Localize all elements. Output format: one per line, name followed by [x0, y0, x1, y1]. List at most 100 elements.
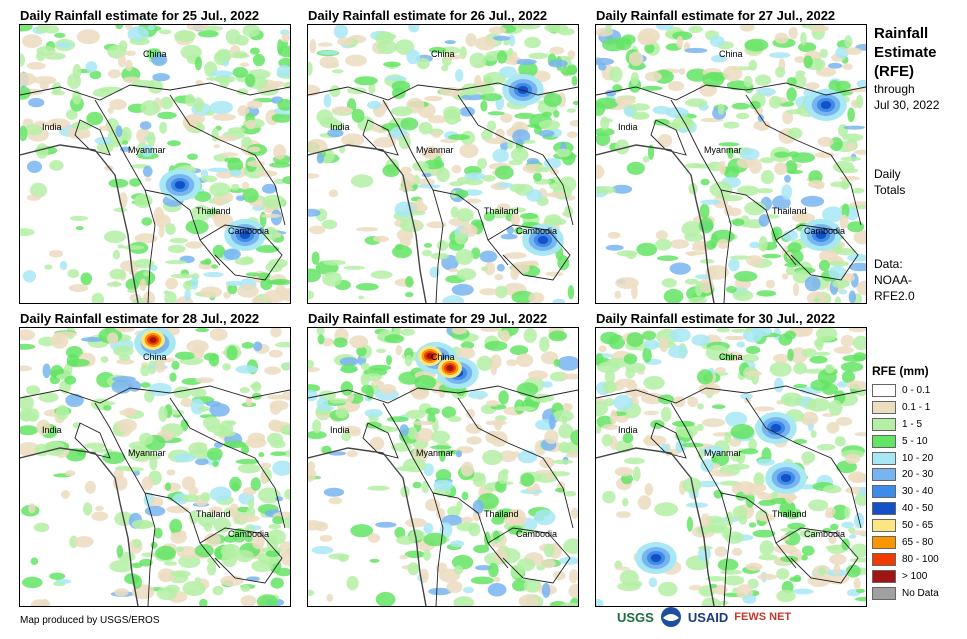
country-border — [650, 422, 687, 459]
rainfall-area — [131, 519, 153, 530]
rainfall-area — [129, 178, 142, 187]
logo-strip: USGS USAID FEWS NET — [617, 606, 791, 628]
rainfall-area — [856, 94, 864, 109]
rainfall-area — [833, 160, 855, 173]
rainfall-area — [722, 65, 743, 82]
rainfall-area — [657, 255, 679, 261]
country-border — [745, 94, 862, 226]
rainfall-area — [250, 525, 262, 530]
rainfall-area — [201, 175, 218, 183]
rainfall-area — [534, 509, 556, 526]
rainfall-area — [742, 594, 757, 604]
rainfall-area — [123, 407, 137, 417]
rainfall-area — [749, 100, 761, 110]
rainfall-area — [317, 334, 325, 345]
rainfall-area — [758, 214, 770, 227]
rainfall-area — [212, 460, 219, 468]
rainfall-area — [76, 29, 101, 45]
rainfall-area — [264, 366, 282, 375]
rainfall-area — [514, 112, 536, 119]
rainfall-area — [167, 244, 186, 254]
rainfall-area — [319, 116, 339, 129]
rainfall-area — [409, 529, 425, 541]
rainfall-area — [308, 61, 313, 76]
rainfall-area — [828, 265, 847, 280]
rainfall-area — [154, 527, 163, 539]
rainfall-area — [563, 538, 578, 555]
rainfall-area — [832, 279, 850, 289]
rainfall-area — [835, 416, 853, 426]
rainfall-area — [659, 337, 669, 353]
rainfall-area — [115, 25, 124, 30]
panel-title-4: Daily Rainfall estimate for 28 Jul., 202… — [20, 311, 260, 326]
rainfall-area — [66, 109, 78, 120]
rainfall-area — [552, 459, 573, 465]
rainfall-area — [514, 227, 524, 235]
rainfall-area — [94, 506, 104, 511]
rainfall-area — [381, 101, 389, 111]
rainfall-area — [99, 401, 116, 406]
country-border — [144, 189, 221, 266]
rainfall-area — [160, 96, 174, 110]
rainfall-area — [622, 432, 634, 444]
rainfall-area — [375, 591, 396, 606]
rainfall-area — [30, 557, 39, 565]
rainfall-area — [316, 397, 329, 412]
rainfall-area — [848, 534, 857, 539]
rainfall-area — [846, 87, 866, 93]
rainfall-area — [456, 347, 476, 360]
rainfall-area — [717, 238, 729, 250]
rainfall-area — [91, 448, 113, 453]
rainfall-area — [132, 539, 142, 548]
rainfall-area — [241, 136, 252, 148]
rainfall-area — [20, 365, 32, 372]
rainfall-area — [491, 515, 505, 525]
rainfall-area — [91, 511, 109, 522]
rainfall-area — [249, 47, 260, 55]
rainfall-area — [785, 160, 798, 174]
rainfall-area — [839, 176, 861, 181]
rainfall-area — [740, 448, 759, 455]
rainfall-area — [216, 170, 233, 179]
rainfall-area — [260, 213, 282, 218]
rainfall-area — [346, 450, 358, 458]
rainfall-area — [596, 132, 611, 146]
rainfall-area — [396, 535, 416, 545]
rainfall-area — [834, 296, 842, 303]
rainfall-area — [698, 546, 711, 562]
rainfall-area — [111, 379, 133, 394]
rainfall-area — [157, 111, 177, 120]
legend-item: 10 - 20 — [872, 450, 964, 467]
rainfall-area — [240, 595, 257, 606]
fewsnet-logo: FEWS NET — [734, 611, 792, 623]
rainfall-area — [425, 407, 440, 415]
rainfall-area — [814, 351, 831, 356]
rainfall-area — [344, 54, 368, 67]
rainfall-area — [596, 400, 609, 417]
rainfall-area — [433, 479, 454, 491]
rainfall-area — [773, 353, 790, 363]
rainfall-area — [506, 359, 518, 367]
rainfall-area — [681, 221, 702, 237]
rainfall-area — [850, 543, 866, 558]
rainfall-area — [517, 450, 538, 464]
rainfall-area — [331, 69, 344, 74]
rainfall-area — [185, 219, 209, 235]
rainfall-area — [546, 473, 554, 481]
rainfall-area — [367, 533, 381, 543]
rainfall-area — [239, 62, 250, 67]
rainfall-area — [774, 162, 788, 176]
rainfall-area — [806, 398, 831, 412]
rainfall-area — [323, 487, 345, 497]
rainfall-area — [553, 110, 560, 118]
rainfall-area — [856, 280, 866, 296]
rainfall-area — [852, 335, 866, 351]
rainfall-area — [327, 128, 344, 138]
rainfall-area — [158, 223, 165, 238]
rainfall-area — [333, 337, 348, 348]
rainfall-area — [312, 419, 322, 434]
rainfall-area — [335, 407, 349, 419]
rainfall-area — [727, 207, 742, 217]
rainfall-area — [833, 563, 841, 576]
rainfall-area — [675, 440, 686, 453]
